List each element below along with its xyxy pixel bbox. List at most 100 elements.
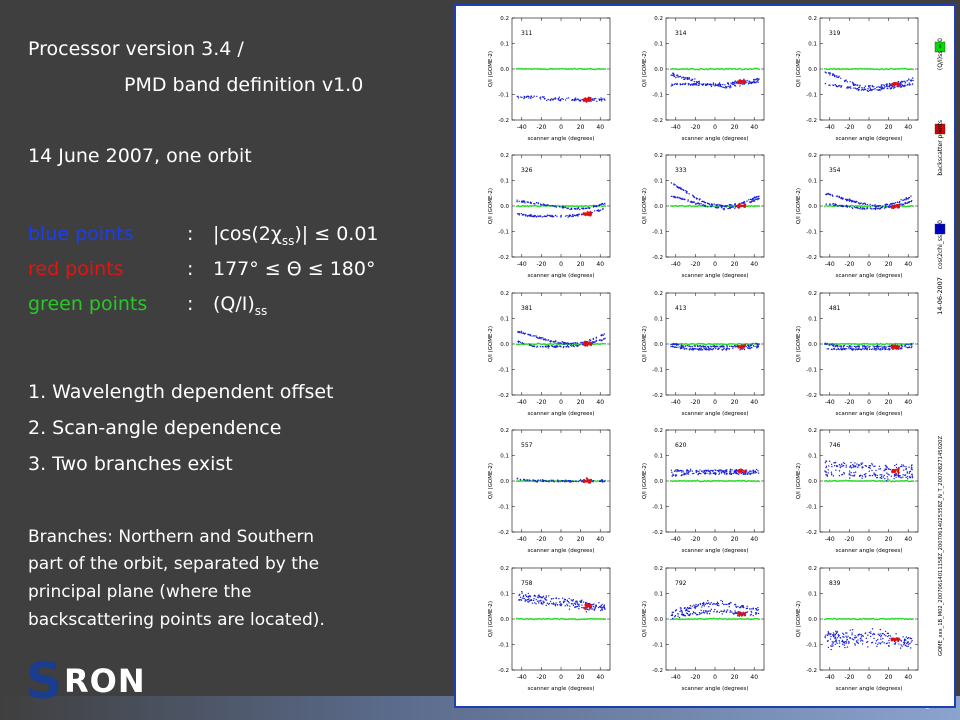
- blue-point: [702, 201, 705, 203]
- green-point: [576, 205, 579, 207]
- blue-point: [579, 208, 581, 211]
- blue-point: [561, 97, 563, 100]
- x-tick-label: 0: [867, 536, 871, 543]
- x-axis-label: scanner angle (degrees): [681, 548, 748, 554]
- blue-point: [864, 632, 866, 635]
- blue-point: [568, 608, 571, 610]
- blue-point: [831, 465, 833, 468]
- blue-point: [878, 205, 880, 207]
- blue-point: [712, 84, 714, 86]
- green-point: [552, 68, 555, 70]
- y-axis-label: Q/I (GOME-2): [488, 601, 494, 637]
- blue-point: [529, 344, 531, 347]
- blue-point: [879, 349, 881, 351]
- blue-point: [689, 613, 691, 616]
- blue-point: [837, 85, 840, 87]
- green-point: [722, 68, 725, 71]
- blue-point: [701, 470, 703, 472]
- blue-point: [857, 202, 860, 204]
- blue-point: [722, 346, 724, 348]
- blue-point: [713, 610, 715, 613]
- blue-point: [599, 209, 602, 211]
- blue-point: [825, 474, 827, 476]
- blue-point: [875, 349, 877, 351]
- blue-point: [551, 345, 554, 347]
- green-point: [752, 205, 755, 208]
- green-point: [844, 68, 847, 71]
- x-tick-label: 20: [731, 124, 739, 131]
- blue-point: [710, 348, 712, 351]
- blue-point: [834, 83, 836, 86]
- blue-point: [830, 648, 832, 651]
- blue-point: [909, 79, 912, 82]
- blue-point: [698, 80, 700, 83]
- blue-point: [739, 606, 742, 609]
- blue-point: [576, 208, 578, 210]
- blue-point: [872, 633, 874, 636]
- green-point: [863, 205, 866, 208]
- blue-point: [700, 472, 702, 475]
- blue-point: [851, 199, 853, 202]
- red-point: [589, 480, 592, 483]
- blue-point: [895, 466, 898, 469]
- green-point: [520, 67, 523, 70]
- blue-point: [905, 202, 907, 204]
- y-tick-label: 0.1: [808, 42, 817, 48]
- blue-point: [687, 84, 690, 86]
- y-tick-label: 0.0: [808, 342, 817, 348]
- blue-point: [755, 78, 758, 80]
- green-point: [872, 68, 875, 70]
- green-point: [848, 68, 851, 71]
- blue-point: [738, 473, 740, 476]
- legend-value-green: (Q/I)ss: [213, 293, 268, 318]
- y-tick-label: 0.0: [654, 204, 663, 210]
- blue-point: [889, 635, 892, 637]
- blue-point: [682, 345, 684, 347]
- blue-point: [553, 341, 555, 343]
- blue-point: [883, 345, 886, 348]
- blue-point: [601, 603, 603, 606]
- blue-point: [531, 599, 533, 601]
- blue-point: [839, 84, 841, 87]
- blue-point: [603, 98, 606, 100]
- blue-point: [595, 339, 598, 342]
- green-point: [570, 68, 573, 70]
- blue-point: [526, 479, 528, 481]
- blue-point: [898, 643, 900, 645]
- blue-point: [877, 643, 879, 645]
- blue-point: [838, 345, 840, 347]
- blue-point: [543, 96, 545, 98]
- blue-point: [727, 85, 729, 88]
- blue-point: [878, 642, 880, 644]
- blue-point: [550, 98, 553, 100]
- blue-point: [858, 86, 861, 89]
- blue-point: [908, 472, 910, 474]
- blue-point: [824, 636, 826, 639]
- x-tick-label: -20: [690, 399, 700, 406]
- blue-point: [555, 206, 558, 208]
- blue-point: [868, 84, 870, 87]
- blue-point: [723, 209, 725, 211]
- blue-point: [691, 605, 693, 607]
- blue-point: [533, 595, 535, 597]
- blue-point: [675, 76, 677, 79]
- blue-point: [526, 201, 528, 203]
- blue-point: [687, 471, 690, 474]
- blue-point: [551, 205, 553, 207]
- blue-point: [725, 206, 727, 208]
- x-tick-label: -20: [536, 536, 546, 543]
- green-point: [518, 67, 521, 70]
- blue-point: [730, 473, 733, 476]
- blue-point: [674, 184, 676, 186]
- green-point: [912, 205, 914, 208]
- blue-point: [670, 195, 673, 198]
- blue-point: [690, 607, 692, 610]
- blue-point: [714, 608, 716, 611]
- blue-point: [857, 347, 860, 350]
- blue-point: [902, 474, 904, 476]
- green-point: [847, 205, 850, 208]
- finding-1: 1. Wavelength dependent offset: [28, 381, 334, 403]
- blue-point: [692, 84, 694, 86]
- blue-point: [874, 474, 877, 476]
